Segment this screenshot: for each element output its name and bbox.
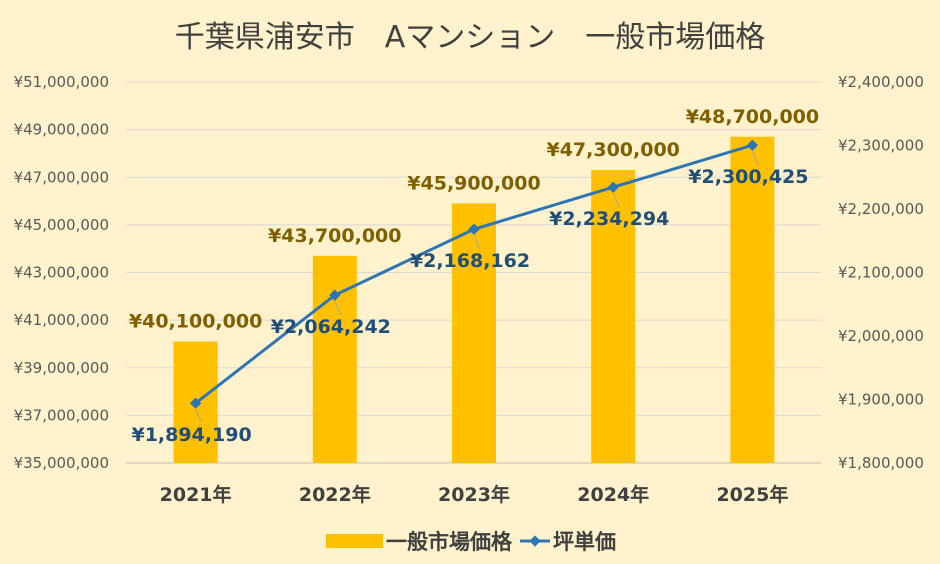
category-label: 2023年	[438, 483, 510, 506]
right-axis-tick: ¥2,100,000	[838, 264, 924, 282]
left-axis-tick: ¥45,000,000	[14, 216, 109, 234]
right-axis-tick: ¥1,900,000	[838, 391, 924, 409]
label-leader-line	[751, 151, 759, 166]
line-data-label: ¥2,168,162	[410, 250, 530, 272]
left-axis-tick: ¥51,000,000	[14, 73, 109, 91]
left-axis-tick: ¥43,000,000	[14, 264, 109, 282]
left-axis-tick: ¥37,000,000	[14, 406, 109, 424]
line-marker	[189, 397, 202, 409]
bar	[452, 203, 496, 463]
label-leader-line	[473, 235, 481, 250]
line-data-label: ¥2,300,425	[688, 166, 808, 188]
legend-swatch-bar	[326, 534, 383, 548]
line-data-label: ¥2,234,294	[549, 208, 669, 230]
label-leader-line	[334, 301, 342, 316]
right-axis-tick: ¥2,300,000	[838, 137, 924, 155]
category-axis: 2021年 2022年 2023年 2024年 2025年	[160, 483, 789, 506]
bar-data-label: ¥43,700,000	[268, 225, 401, 247]
label-leader-line	[612, 193, 620, 208]
label-callouts	[195, 151, 759, 424]
bar-data-label: ¥47,300,000	[546, 139, 679, 161]
left-axis: ¥35,000,000 ¥37,000,000 ¥39,000,000 ¥41,000…	[14, 73, 109, 472]
line-series	[189, 139, 759, 409]
legend-label-line: 坪単価	[553, 530, 616, 554]
right-axis-tick: ¥2,200,000	[838, 200, 924, 218]
right-axis-tick: ¥2,000,000	[838, 327, 924, 345]
right-axis-tick: ¥2,400,000	[838, 73, 924, 91]
category-label: 2025年	[716, 483, 788, 506]
legend-label-bar: 一般市場価格	[386, 530, 513, 554]
line-marker	[468, 223, 480, 235]
left-axis-tick: ¥49,000,000	[14, 121, 109, 139]
bar-data-label: ¥40,100,000	[129, 311, 262, 333]
data-labels: ¥40,100,000 ¥43,700,000 ¥45,900,000 ¥47,300…	[129, 106, 819, 446]
chart-title: 千葉県浦安市 Aマンション 一般市場価格	[175, 20, 766, 55]
line-marker	[329, 289, 341, 301]
right-axis: ¥1,800,000 ¥1,900,000 ¥2,000,000 ¥2,100,000…	[838, 73, 924, 472]
left-axis-tick: ¥39,000,000	[14, 359, 109, 377]
bar-data-label: ¥48,700,000	[686, 106, 819, 128]
bar-series	[173, 136, 775, 464]
line-data-label: ¥2,064,242	[271, 316, 391, 338]
bar	[730, 136, 775, 464]
bar-data-label: ¥45,900,000	[407, 172, 540, 194]
category-label: 2021年	[160, 483, 232, 506]
legend: 一般市場価格 坪単価	[326, 530, 616, 554]
right-axis-tick: ¥1,800,000	[838, 454, 924, 472]
legend-swatch-marker	[529, 535, 541, 547]
left-axis-tick: ¥35,000,000	[14, 454, 109, 472]
left-axis-tick: ¥41,000,000	[14, 311, 109, 329]
left-axis-tick: ¥47,000,000	[14, 168, 109, 186]
line-marker	[746, 139, 759, 151]
line-data-label: ¥1,894,190	[131, 424, 251, 446]
category-label: 2022年	[299, 483, 371, 506]
bar	[591, 170, 636, 463]
label-leader-line	[195, 408, 203, 424]
category-label: 2024年	[577, 483, 649, 506]
line-marker	[607, 181, 619, 193]
